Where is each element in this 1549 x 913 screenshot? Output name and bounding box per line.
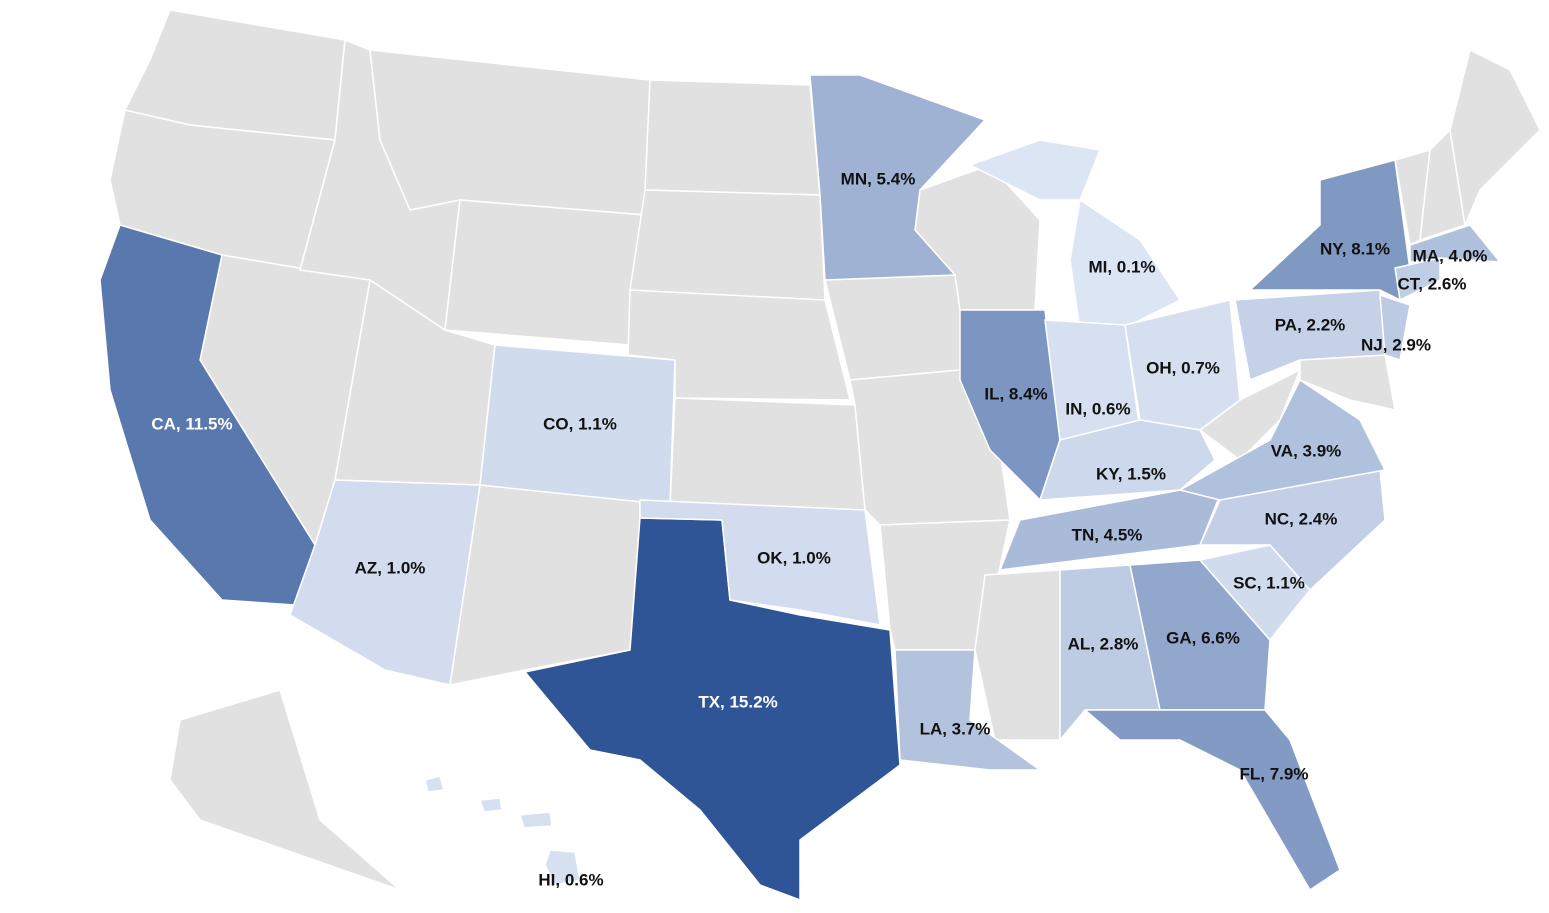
state-label: VA, 3.9% <box>1271 441 1342 460</box>
state-label: TX, 15.2% <box>698 692 777 711</box>
state-label: KY, 1.5% <box>1096 464 1166 483</box>
state <box>1124 299 1241 431</box>
state-mt <box>369 49 651 216</box>
state-label: IL, 8.4% <box>984 384 1047 403</box>
state-label: MA, 4.0% <box>1413 246 1488 265</box>
state <box>894 649 1041 771</box>
state-wy <box>444 199 646 346</box>
state <box>524 517 901 901</box>
state <box>1129 559 1271 711</box>
state-nd <box>644 79 821 196</box>
state <box>639 499 881 626</box>
state-label: CA, 11.5% <box>151 414 232 433</box>
state-label: MI, 0.1% <box>1088 257 1155 276</box>
state <box>969 139 1101 201</box>
state-ak <box>169 689 401 891</box>
state <box>1249 159 1411 301</box>
state-label: CO, 1.1% <box>543 414 617 433</box>
state-label: NY, 8.1% <box>1320 239 1390 258</box>
state <box>99 224 316 606</box>
state-label: MN, 5.4% <box>841 169 916 188</box>
state-ks <box>669 397 866 511</box>
state-label: CT, 2.6% <box>1398 274 1467 293</box>
state <box>1084 709 1341 891</box>
state <box>1234 289 1386 381</box>
state <box>1179 379 1386 501</box>
state-label: GA, 6.6% <box>1166 628 1240 647</box>
state <box>809 74 986 281</box>
state-label: OH, 0.7% <box>1146 358 1220 377</box>
state-me <box>1449 49 1541 226</box>
state-label: NJ, 2.9% <box>1361 335 1431 354</box>
state-label: AZ, 1.0% <box>355 558 426 577</box>
state <box>479 797 503 813</box>
state-label: NC, 2.4% <box>1265 509 1338 528</box>
state-label: TN, 4.5% <box>1072 525 1143 544</box>
state-sd <box>629 189 826 301</box>
state <box>1379 294 1411 361</box>
state-label: AL, 2.8% <box>1068 634 1139 653</box>
state <box>544 849 581 886</box>
state-ms <box>974 569 1061 741</box>
state <box>1394 257 1441 301</box>
state-label: LA, 3.7% <box>920 719 991 738</box>
state-label: OK, 1.0% <box>757 548 831 567</box>
state-label: SC, 1.1% <box>1233 573 1305 592</box>
state <box>1044 319 1141 441</box>
state <box>519 811 553 829</box>
state <box>1409 224 1501 263</box>
state-labels: CA, 11.5% TX, 15.2% AZ, 1.0% CO, 1.1% OK, 1.… <box>151 169 1487 889</box>
state <box>424 775 445 793</box>
no-data-states <box>109 9 1541 891</box>
data-states <box>99 74 1501 901</box>
state <box>999 489 1221 571</box>
state-label: FL, 7.9% <box>1240 764 1309 783</box>
state-label: IN, 0.6% <box>1065 399 1130 418</box>
state-label: HI, 0.6% <box>538 870 603 889</box>
state-label: PA, 2.2% <box>1275 315 1346 334</box>
